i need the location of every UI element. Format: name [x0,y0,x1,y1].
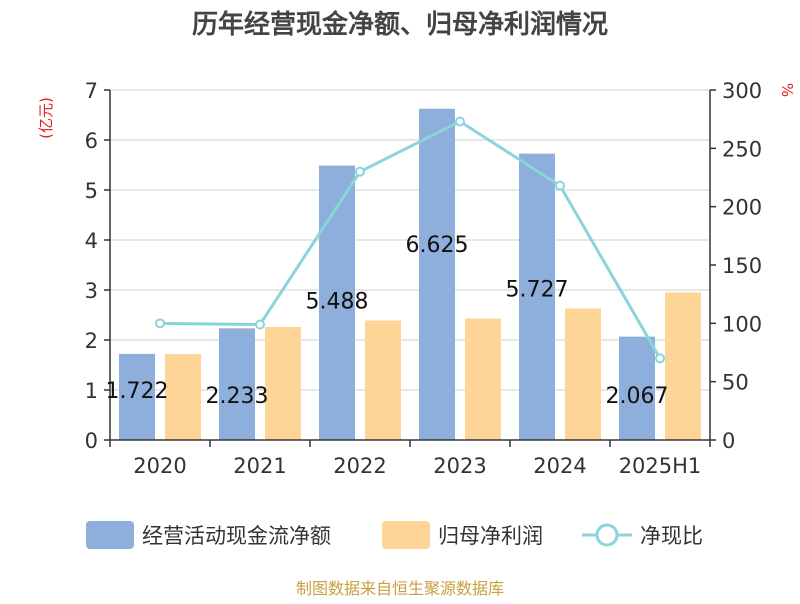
legend-swatch-operating-cash-flow [86,521,134,549]
x-tick-label: 2021 [233,454,286,478]
bar-net-profit [165,354,201,440]
data-label-operating-cash-flow: 6.625 [406,233,469,258]
chart-title: 历年经营现金净额、归母净利润情况 [192,9,608,40]
legend-label-net-profit: 归母净利润 [438,524,543,548]
line-cash-ratio [159,119,662,360]
legend: 经营活动现金流净额 归母净利润 净现比 [86,521,703,549]
y-right-tick-label: 50 [722,371,749,395]
bar-operating-cash-flow [419,108,455,440]
y-right-tick-label: 200 [722,196,762,220]
y-left-tick-label: 6 [85,129,98,153]
bar-operating-cash-flow [319,165,355,440]
bar-operating-cash-flow [519,153,555,440]
data-label-operating-cash-flow: 2.067 [606,384,669,409]
y-left-tick-label: 0 [85,429,98,453]
legend-marker-cash-ratio [595,523,619,547]
bar-operating-cash-flow [119,353,155,440]
point-cash-ratio [655,353,665,364]
bar-net-profit [265,327,301,440]
y-right-tick-label: 300 [722,79,762,103]
data-label-operating-cash-flow: 5.488 [306,290,369,315]
data-label-operating-cash-flow: 5.727 [506,278,569,303]
point-cash-ratio [355,166,365,177]
bar-net-profit [665,292,701,440]
line-layer [155,116,665,364]
bar-net-profit [565,308,601,440]
grid-layer [110,89,710,391]
x-tick-label: 2020 [133,454,186,478]
label-layer: 1.722 2.233 5.488 6.625 5.727 2.067 [106,233,669,409]
y-right-tick-label: 100 [722,312,762,336]
axis-layer: 0 1 2 3 4 5 6 7 0 50 100 150 200 250 300 2020 2021 2022 20… [85,79,762,478]
x-tick-label: 2022 [333,454,386,478]
bar-layer [119,108,701,440]
point-cash-ratio [455,116,465,127]
y-left-tick-label: 7 [85,79,98,103]
y-right-tick-label: 150 [722,254,762,278]
bar-operating-cash-flow [619,336,655,440]
legend-label-cash-ratio: 净现比 [640,524,703,548]
y-left-tick-label: 5 [85,179,98,203]
data-label-operating-cash-flow: 2.233 [206,384,269,409]
bar-operating-cash-flow [219,328,255,440]
y-left-tick-label: 3 [85,279,98,303]
y-axis-right-label: % [778,83,796,97]
bar-net-profit [365,320,401,440]
x-tick-label: 2025H1 [619,454,702,478]
bar-net-profit [465,318,501,440]
data-label-operating-cash-flow: 1.722 [106,379,169,404]
source-note: 制图数据来自恒生聚源数据库 [296,579,504,598]
y-axis-left-label: (亿元) [37,97,55,139]
legend-item-operating-cash-flow[interactable]: 经营活动现金流净额 [86,521,331,549]
y-right-tick-label: 250 [722,137,762,161]
y-left-tick-label: 1 [85,379,98,403]
point-cash-ratio [255,319,265,330]
y-right-tick-label: 0 [722,429,735,453]
x-tick-label: 2023 [433,454,486,478]
x-tick-label: 2024 [533,454,586,478]
y-left-tick-label: 2 [85,329,98,353]
legend-item-net-profit[interactable]: 归母净利润 [382,521,543,549]
y-left-tick-label: 4 [85,229,98,253]
point-cash-ratio [555,180,565,191]
legend-item-cash-ratio[interactable]: 净现比 [582,523,703,548]
point-cash-ratio [155,318,165,329]
legend-swatch-net-profit [382,521,430,549]
legend-label-operating-cash-flow: 经营活动现金流净额 [142,524,331,548]
